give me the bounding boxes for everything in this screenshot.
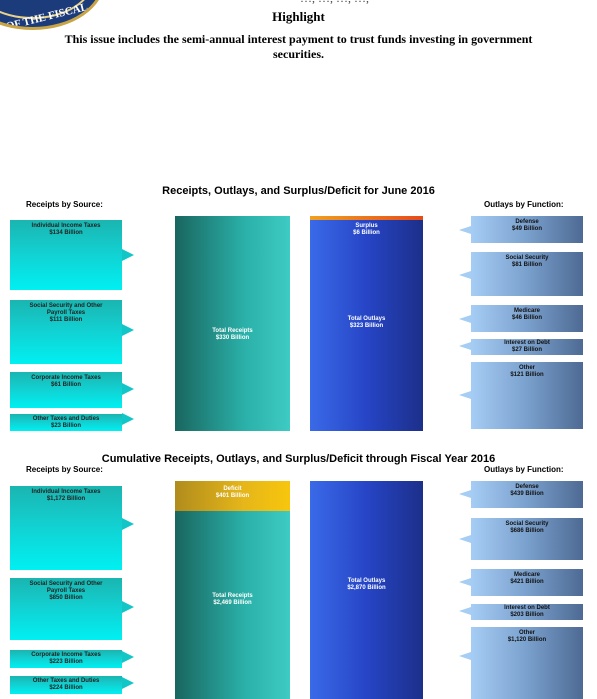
june-outlay-other: Other $121 Billion — [471, 362, 583, 429]
fy-outlay-interest: Interest on Debt $203 Billion — [471, 604, 583, 620]
fy-outlay-other: Other $1,120 Billion — [471, 627, 583, 699]
june-total-outlays-bar: Surplus $6 Billion Total Outlays $323 Bill… — [310, 216, 423, 431]
highlight-title: Highlight — [272, 9, 325, 24]
fy-outlay-social-security: Social Security $686 Billion — [471, 518, 583, 560]
june-outlay-pointer — [459, 391, 471, 399]
june-receipt-corporate: Corporate Income Taxes $61 Billion — [10, 372, 122, 408]
june-outlay-pointer — [459, 342, 471, 350]
june-receipt-social-security: Social Security and Other Payroll Taxes $1… — [10, 300, 122, 364]
june-outlay-pointer — [459, 226, 471, 234]
fy-outlay-pointer — [459, 607, 471, 615]
june-outlay-social-security: Social Security $81 Billion — [471, 252, 583, 296]
june-receipt-pointer — [122, 324, 134, 336]
fy-receipt-corporate: Corporate Income Taxes $223 Billion — [10, 650, 122, 668]
highlight-text: This issue includes the semi-annual inte… — [64, 32, 533, 61]
june-receipts-heading: Receipts by Source: — [26, 200, 103, 209]
fy-receipts-heading: Receipts by Source: — [26, 465, 103, 474]
june-surplus-stripe — [310, 216, 423, 220]
june-outlay-pointer — [459, 315, 471, 323]
fy-outlay-pointer — [459, 535, 471, 543]
june-receipt-individual-income: Individual Income Taxes $134 Billion — [10, 220, 122, 290]
fy-outlay-pointer — [459, 578, 471, 586]
fy-receipt-individual-income: Individual Income Taxes $1,172 Billion — [10, 486, 122, 570]
june-receipt-pointer — [122, 249, 134, 261]
fy-receipt-other-taxes: Other Taxes and Duties $224 Billion — [10, 676, 122, 694]
fy-outlay-defense: Defense $439 Billion — [471, 481, 583, 508]
june-outlay-interest: Interest on Debt $27 Billion — [471, 339, 583, 355]
june-outlay-defense: Defense $49 Billion — [471, 216, 583, 243]
june-outlay-medicare: Medicare $46 Billion — [471, 305, 583, 332]
fy-receipt-pointer — [122, 518, 134, 530]
june-surplus-label: Surplus $6 Billion — [353, 223, 380, 236]
june-outlays-heading: Outlays by Function: — [484, 200, 564, 209]
fy-outlay-pointer — [459, 490, 471, 498]
fy-section-title: Cumulative Receipts, Outlays, and Surplu… — [101, 453, 496, 465]
fy-total-receipts-bar: Total Receipts $2,469 Billion — [175, 511, 290, 699]
fy-total-outlays-bar: Total Outlays $2,870 Billion — [310, 481, 423, 699]
cut-off-header-text: …, …, …, …, — [300, 0, 369, 6]
fy-receipt-pointer — [122, 651, 134, 663]
june-section-title: Receipts, Outlays, and Surplus/Deficit f… — [162, 185, 435, 197]
fy-outlays-heading: Outlays by Function: — [484, 465, 564, 474]
june-total-receipts-bar: Total Receipts $330 Billion — [175, 216, 290, 431]
fy-deficit-bar: Deficit $401 Billion — [175, 481, 290, 511]
june-receipt-pointer — [122, 413, 134, 425]
june-receipt-other-taxes: Other Taxes and Duties $23 Billion — [10, 414, 122, 431]
june-outlay-pointer — [459, 271, 471, 279]
fy-receipt-social-security: Social Security and Other Payroll Taxes $8… — [10, 578, 122, 640]
june-receipt-pointer — [122, 383, 134, 395]
fy-receipt-pointer — [122, 601, 134, 613]
fy-outlay-pointer — [459, 652, 471, 660]
fy-outlay-medicare: Medicare $421 Billion — [471, 569, 583, 596]
fy-receipt-pointer — [122, 677, 134, 689]
